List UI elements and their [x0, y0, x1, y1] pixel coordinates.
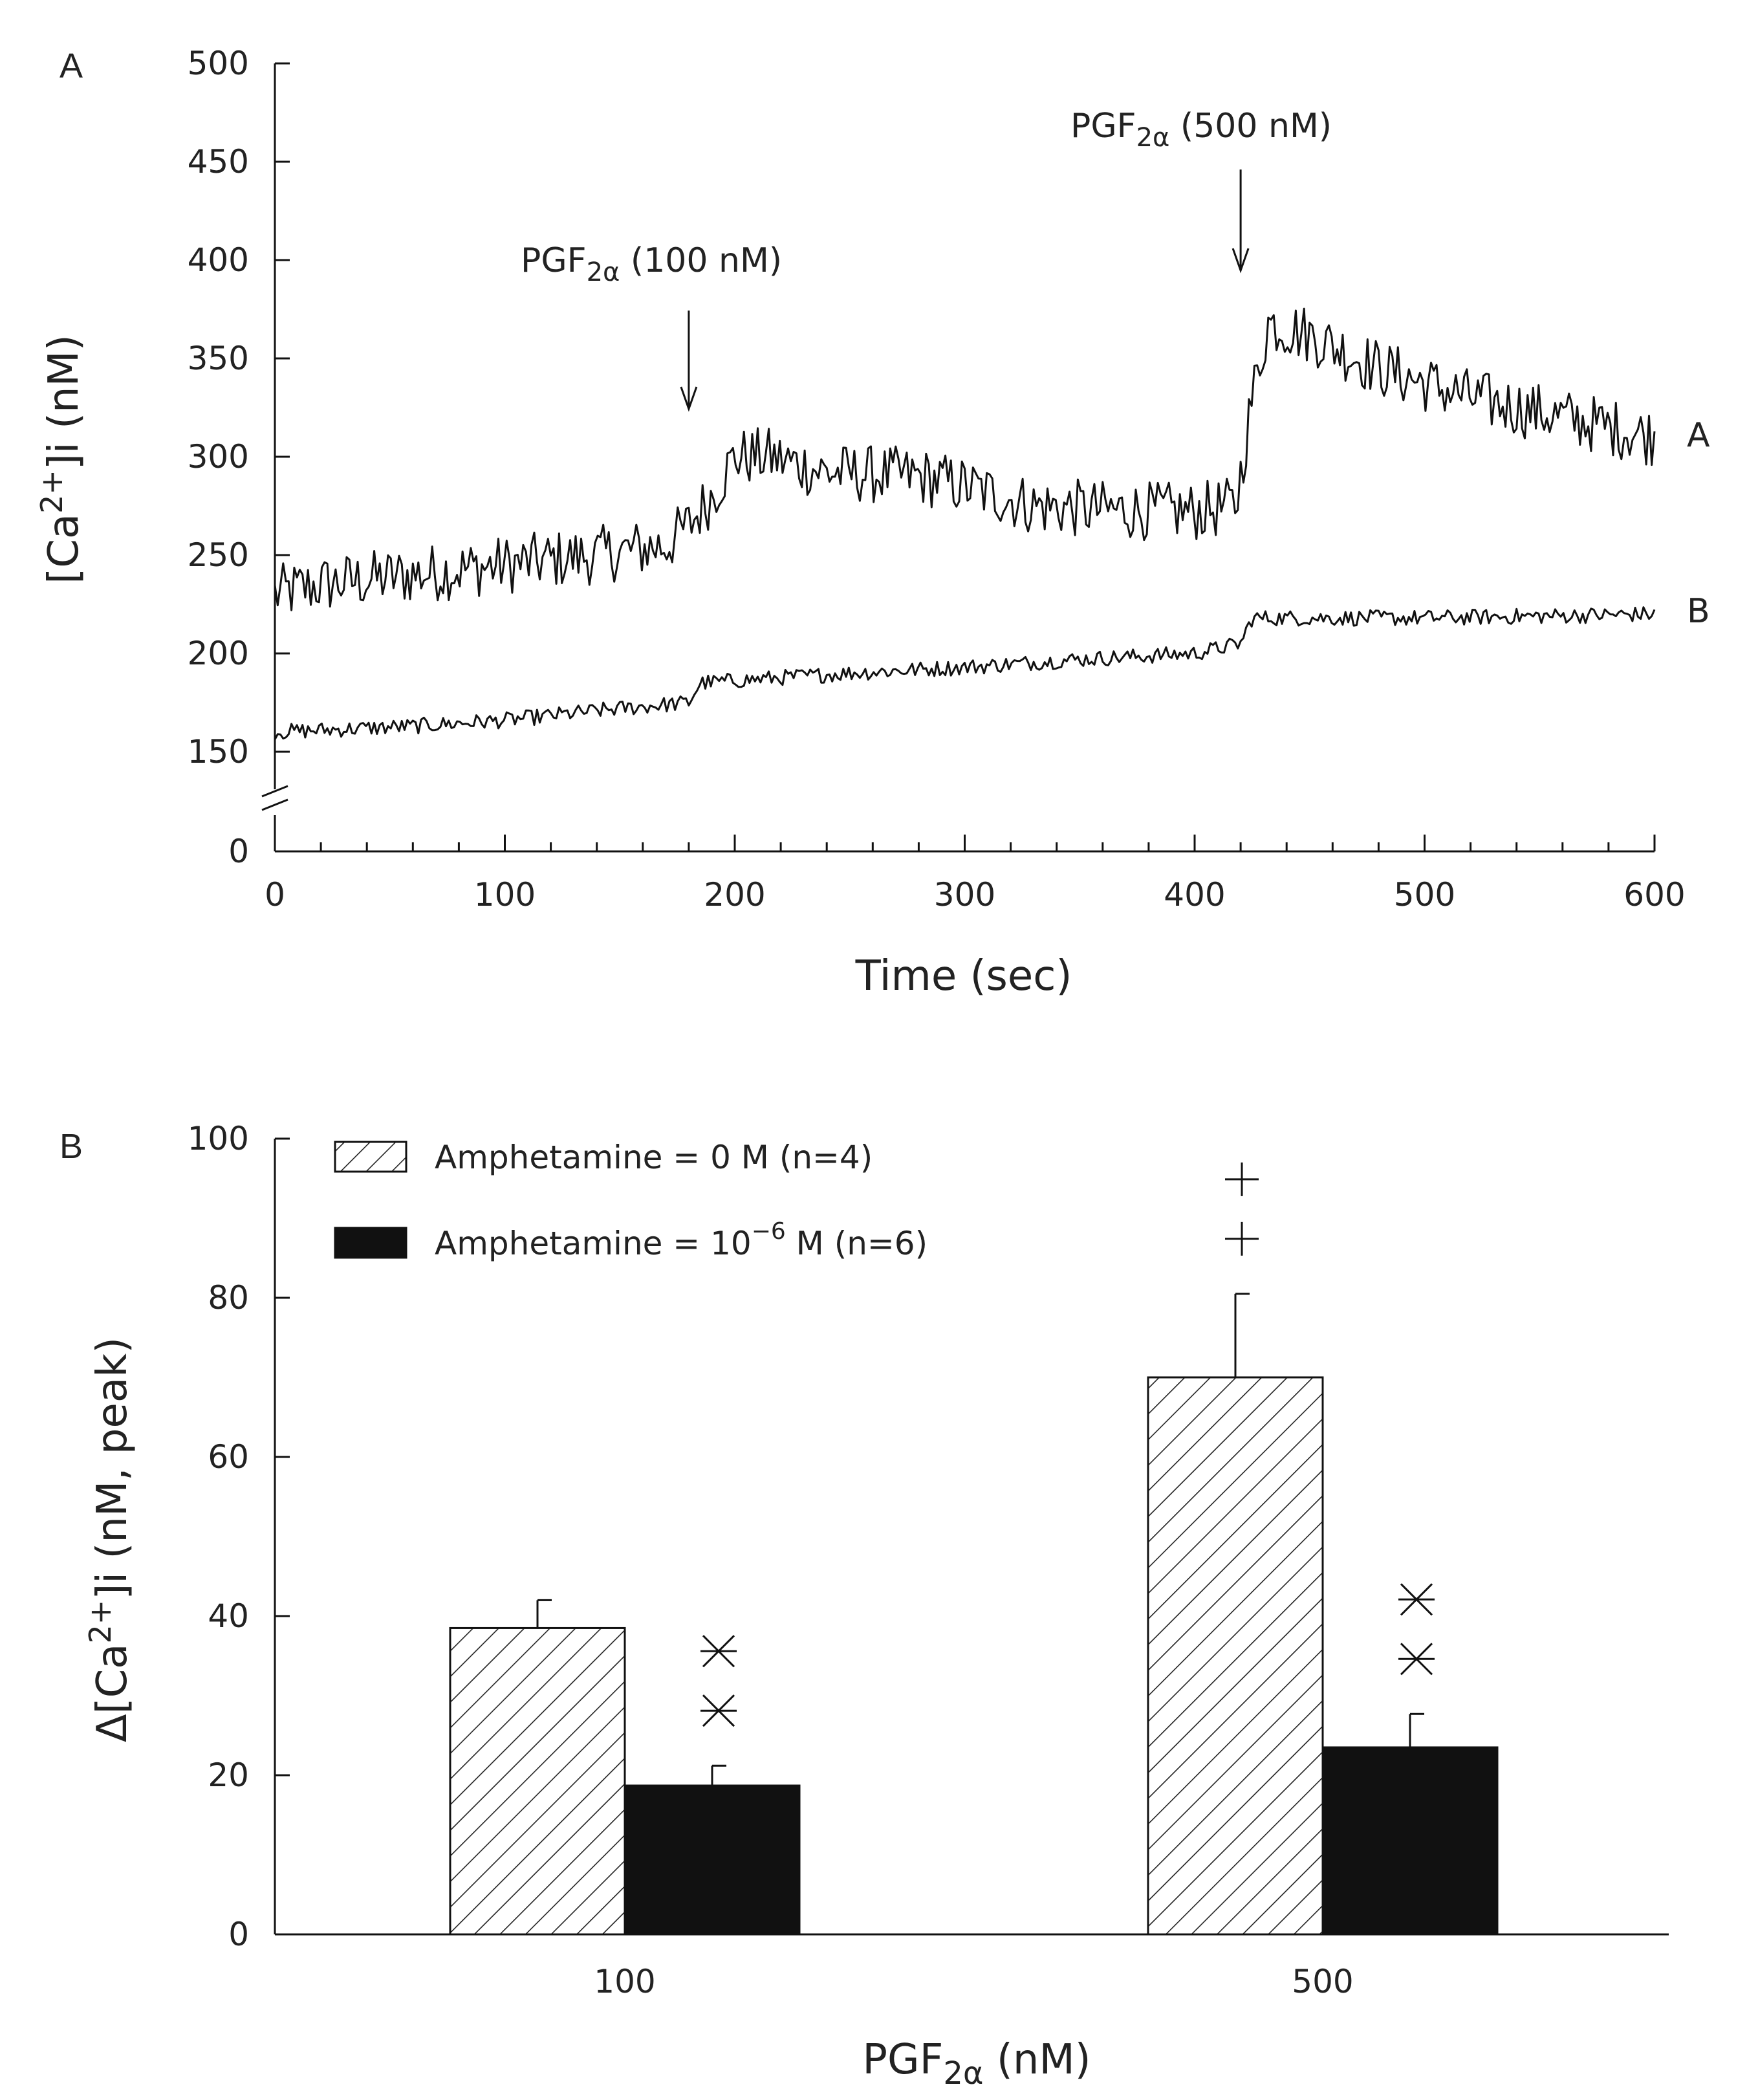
panel-b-x-tick-label: 100	[594, 1963, 655, 2000]
panel-b-y-tick-label: 20	[208, 1756, 249, 1794]
panel-a-letter: A	[60, 47, 83, 85]
panel-a-y-tick-label: 200	[188, 635, 249, 672]
annotation-pgf-500-tail: (500 nM)	[1169, 107, 1332, 146]
annotation-pgf-100-sub: 2α	[587, 257, 620, 287]
panel-b-x-tick-label: 500	[1292, 1963, 1353, 2000]
bar-amph-0-100	[449, 1626, 626, 1936]
panel-a-y-tick-label: 500	[188, 45, 249, 82]
bar-amph-1e-6-500	[1321, 1746, 1499, 1936]
panel-a-y-ticks: 0 150 200 250 300 350 400 450 500	[188, 45, 290, 870]
trace-b	[274, 606, 1656, 740]
panel-a-y-tick-label: 150	[188, 733, 249, 771]
panel-a-axis-break	[261, 785, 288, 811]
panel-b-x-tick-labels: 100 500	[594, 1963, 1353, 2000]
panel-b-letter: B	[60, 1127, 83, 1166]
panel-a-y-title: [Ca2+]i (nM)	[34, 334, 88, 584]
annotation-pgf-500: PGF2α (500 nM)	[1070, 107, 1332, 274]
panel-b-y-tick-label: 80	[208, 1279, 249, 1317]
legend-swatch-hatched	[334, 1141, 407, 1173]
legend-label-1: Amphetamine = 10−6 M (n=6)	[435, 1218, 928, 1262]
panel-b: B 0 20 40 60 80 100 100 500 Amphetamine = 0 M …	[60, 1120, 1669, 2092]
panel-a-x-tick-label: 300	[934, 876, 995, 913]
panel-b-y-tick-label: 60	[208, 1438, 249, 1476]
panel-a-x-ticks: 0 100 200 300 400 500 600	[265, 835, 1686, 913]
panel-b-x-title: PGF2α (nM)	[862, 2036, 1091, 2092]
annotation-pgf-100-base: PGF	[521, 241, 587, 280]
panel-a-y-tick-label: 400	[188, 241, 249, 279]
panel-b-y-title: Δ[Ca2+]i (nM, peak)	[83, 1337, 136, 1742]
panel-b-bars	[449, 1293, 1499, 1936]
panel-b-y-tick-label: 100	[188, 1120, 249, 1157]
bar-amph-1e-6-100	[624, 1784, 801, 1936]
panel-a-x-tick-label: 500	[1394, 876, 1455, 913]
panel-a-y-tick-label: 350	[188, 340, 249, 377]
annotation-pgf-100: PGF2α (100 nM)	[521, 241, 782, 412]
panel-a-y-tick-label: 250	[188, 536, 249, 574]
significance-star	[1398, 1643, 1435, 1676]
panel-a-x-tick-label: 400	[1164, 876, 1225, 913]
panel-a-x-tick-label: 600	[1623, 876, 1685, 913]
panel-a-x-tick-label: 200	[704, 876, 765, 913]
significance-star	[1398, 1583, 1435, 1616]
panel-b-y-ticks: 0 20 40 60 80 100	[188, 1120, 290, 1953]
bar-amph-0-500	[1147, 1376, 1324, 1936]
significance-plus	[1225, 1162, 1259, 1196]
legend-label-0: Amphetamine = 0 M (n=4)	[435, 1139, 873, 1176]
panel-a-y-tick-label: 300	[188, 438, 249, 476]
panel-a-y-tick-label: 450	[188, 143, 249, 180]
panel-b-y-tick-label: 40	[208, 1597, 249, 1635]
significance-star	[700, 1694, 737, 1727]
panel-a-x-title: Time (sec)	[855, 952, 1072, 1000]
annotation-pgf-500-sub: 2α	[1136, 123, 1170, 153]
panel-a-x-tick-label: 0	[265, 876, 285, 913]
arrowhead-pgf-100	[680, 386, 698, 412]
panel-a: A 0 150 200 250 300 350 400 450 500 0 100 200 300 40…	[34, 45, 1710, 1000]
panel-b-y-tick-label: 0	[228, 1916, 249, 1953]
svg-text:PGF2α (500 nM): PGF2α (500 nM)	[1070, 107, 1332, 153]
legend-swatch-solid	[334, 1227, 407, 1259]
legend: Amphetamine = 0 M (n=4) Amphetamine = 10…	[334, 1139, 928, 1262]
panel-a-y-tick-label: 0	[228, 833, 249, 870]
trace-b-label: B	[1687, 592, 1710, 631]
arrowhead-pgf-500	[1232, 248, 1250, 274]
significance-plus	[1225, 1221, 1259, 1256]
trace-a-label: A	[1687, 416, 1710, 455]
trace-a	[274, 307, 1656, 611]
annotation-pgf-500-base: PGF	[1070, 107, 1136, 146]
annotation-pgf-100-tail: (100 nM)	[620, 241, 782, 280]
svg-text:PGF2α (100 nM): PGF2α (100 nM)	[521, 241, 782, 287]
significance-star	[700, 1635, 737, 1668]
panel-b-significance-marks	[700, 1162, 1435, 1727]
panel-a-x-tick-label: 100	[474, 876, 536, 913]
